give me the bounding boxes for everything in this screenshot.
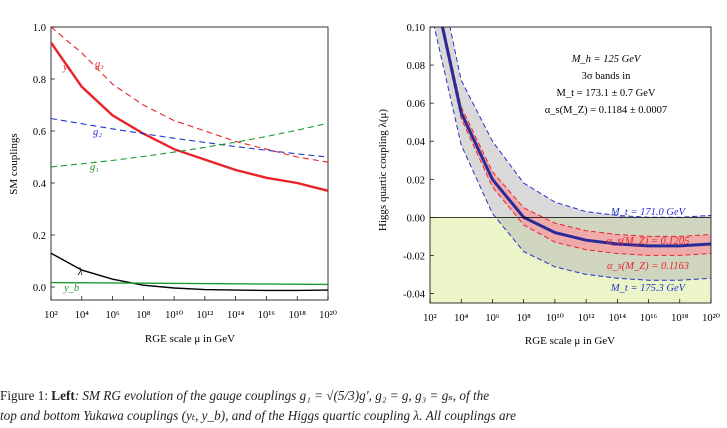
alphas-lower-label: α_s(M_Z) = 0.1163 [607, 261, 689, 272]
right-y-tick-label: -0.02 [403, 251, 425, 262]
left-y-tick-label: 0.4 [33, 179, 47, 190]
left-x-tick-label: 10¹⁴ [227, 310, 245, 321]
left-chart: 0.0 0.2 0.4 0.6 0.8 1.0 10² 10⁴ 10⁶ 10⁸ 10¹⁰ 10¹² 10… [8, 23, 337, 345]
left-series-g1 [51, 122, 328, 168]
mt-upper-label: M_t = 171.0 GeV [610, 207, 687, 218]
right-y-tick-label: 0.08 [407, 61, 425, 72]
left-y-tick-label: 0.0 [33, 283, 46, 294]
left-series-yb [51, 281, 328, 286]
right-y-axis-label: Higgs quartic coupling λ(μ) [377, 109, 389, 231]
figure: 0.0 0.2 0.4 0.6 0.8 1.0 10² 10⁴ 10⁶ 10⁸ 10¹⁰ 10¹² 10… [8, 23, 720, 347]
central-line [440, 27, 711, 248]
mt-lower-line [433, 27, 711, 281]
alphas-upper-line [440, 27, 711, 256]
left-series-lambda [51, 252, 328, 292]
left-series-label-g3: g₃ [95, 59, 104, 70]
left-x-tick-label: 10¹² [196, 310, 213, 321]
left-plot-frame [50, 26, 329, 301]
legend-as: α_s(M_Z) = 0.1184 ± 0.0007 [545, 105, 667, 116]
right-y-tick-label: 0.04 [407, 137, 426, 148]
left-x-tick-label: 10⁶ [105, 310, 120, 321]
left-series-label-yb: y_b [63, 283, 79, 294]
left-series-yt [51, 41, 328, 192]
figure-caption: Figure 1: Left: SM RG evolution of the g… [0, 386, 727, 428]
left-y-axis-label: SM couplings [8, 133, 20, 194]
alphas-lower-line [442, 27, 711, 237]
right-x-tick-label: 10⁸ [517, 313, 532, 324]
right-y-tick-label: 0.00 [407, 213, 425, 224]
caption-line1-text: : SM RG evolution of the gauge couplings… [74, 388, 490, 403]
left-series-label-lambda: λ [77, 267, 83, 278]
left-x-axis-label: RGE scale μ in GeV [145, 333, 235, 345]
right-y-tick-label: 0.06 [407, 99, 425, 110]
right-x-tick-label: 10²⁰ [702, 313, 720, 324]
right-plot-frame [429, 26, 712, 304]
caption-left-label: Left [51, 388, 75, 403]
legend-bands: 3σ bands in [582, 71, 632, 82]
right-y-tick-label: 0.02 [407, 175, 425, 186]
left-series-g3 [51, 27, 328, 163]
left-x-tick-label: 10⁴ [75, 310, 90, 321]
mt-band [434, 27, 711, 281]
left-y-tick-label: 0.6 [33, 127, 46, 138]
right-chart: M_t = 171.0 GeV α_s(M_Z) = 0.1205 α_s(M_Z)… [377, 23, 720, 347]
left-series-label-g1: g₁ [90, 162, 99, 173]
right-x-tick-label: 10¹⁸ [671, 313, 689, 324]
caption-line-2: top and bottom Yukawa couplings (yₜ, y_b… [0, 406, 727, 426]
alphas-upper-label: α_s(M_Z) = 0.1205 [607, 236, 690, 247]
right-x-tick-label: 10⁶ [485, 313, 500, 324]
left-y-tick-label: 0.8 [33, 75, 46, 86]
left-x-tick-label: 10¹⁸ [289, 310, 307, 321]
right-y-tick-label: 0.10 [407, 23, 425, 34]
left-x-tick-label: 10² [44, 310, 58, 321]
left-y-tick-label: 0.2 [33, 231, 46, 242]
mt-lower-label: M_t = 175.3 GeV [610, 283, 687, 294]
right-x-tick-label: 10¹⁶ [640, 313, 658, 324]
left-series-label-g2: g₂ [93, 127, 102, 138]
legend-mh: M_h = 125 GeV [571, 54, 642, 65]
right-x-tick-label: 10⁴ [454, 313, 469, 324]
right-x-tick-label: 10¹⁴ [609, 313, 627, 324]
left-x-tick-label: 10²⁰ [319, 310, 337, 321]
caption-line-1: Figure 1: Left: SM RG evolution of the g… [0, 386, 727, 406]
caption-prefix: Figure 1: [0, 388, 52, 403]
left-x-tick-label: 10⁸ [136, 310, 151, 321]
right-x-tick-label: 10¹² [578, 313, 595, 324]
right-y-tick-label: -0.04 [403, 289, 426, 300]
left-series-g2 [51, 117, 328, 158]
left-x-tick-label: 10¹⁶ [258, 310, 276, 321]
right-x-tick-label: 10² [423, 313, 437, 324]
right-x-tick-label: 10¹⁰ [546, 313, 564, 324]
caption-line2-text: top and bottom Yukawa couplings (yₜ, y_b… [0, 408, 517, 423]
right-x-axis-label: RGE scale μ in GeV [525, 335, 615, 347]
left-series-label-yt: yₜ [62, 62, 71, 73]
left-y-tick-label: 1.0 [33, 23, 46, 34]
legend-mt: M_t = 173.1 ± 0.7 GeV [557, 88, 656, 99]
left-x-tick-label: 10¹⁰ [165, 310, 183, 321]
right-legend: M_h = 125 GeV 3σ bands in M_t = 173.1 ± … [545, 54, 667, 116]
